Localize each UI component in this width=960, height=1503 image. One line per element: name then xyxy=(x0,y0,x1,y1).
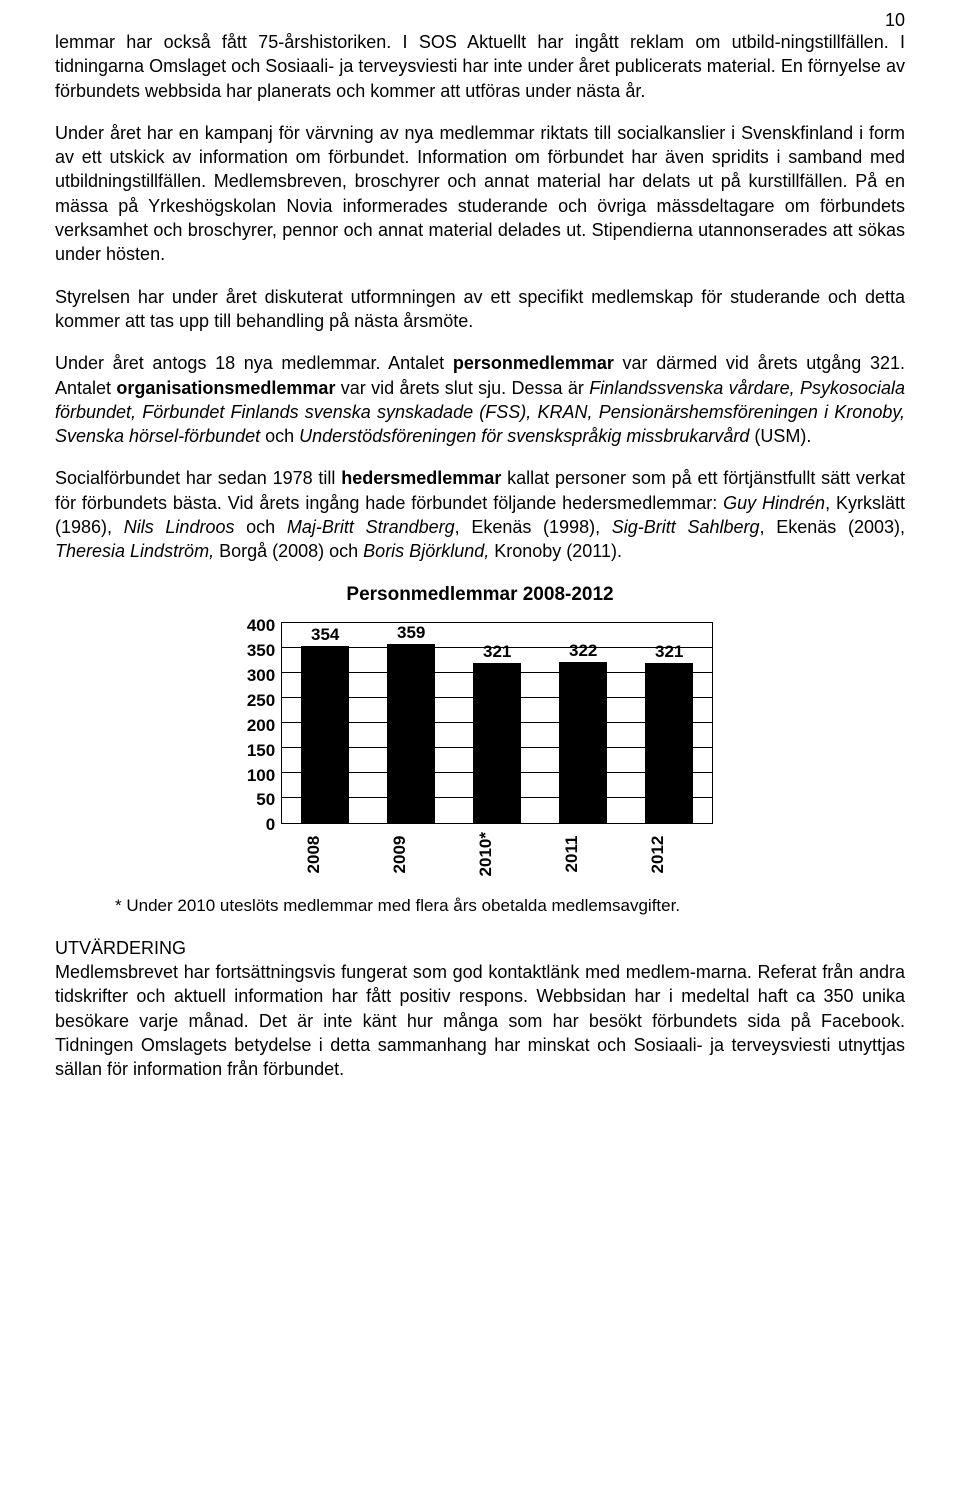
page-number: 10 xyxy=(885,8,905,32)
bar-slot: 321 xyxy=(645,663,693,824)
chart-footnote: * Under 2010 uteslöts medlemmar med fler… xyxy=(115,895,905,918)
bar xyxy=(559,662,607,823)
plot-area: 354 359 321 322 321 xyxy=(281,622,713,824)
bar-value-label: 322 xyxy=(543,640,623,663)
text-italic: Understödsföreningen för svenskspråkig m… xyxy=(299,426,749,446)
body-paragraph: Styrelsen har under året diskuterat utfo… xyxy=(55,285,905,334)
body-paragraph: lemmar har också fått 75-årshistoriken. … xyxy=(55,30,905,103)
text-run: , Ekenäs (2003), xyxy=(760,517,905,537)
bar-value-label: 359 xyxy=(371,622,451,645)
text-run: Socialförbundet har sedan 1978 till xyxy=(55,468,341,488)
y-axis: 400 350 300 250 200 150 100 50 0 xyxy=(247,617,281,833)
text-run: och xyxy=(234,517,286,537)
text-italic: Maj-Britt Strandberg xyxy=(287,517,455,537)
text-run: Under året antogs 18 nya medlemmar. Anta… xyxy=(55,353,453,373)
gridline xyxy=(282,647,712,648)
x-tick-label: 2012 xyxy=(647,832,695,876)
body-paragraph: Under året antogs 18 nya medlemmar. Anta… xyxy=(55,351,905,448)
bar xyxy=(473,663,521,824)
text-italic: Guy Hindrén xyxy=(723,493,825,513)
text-italic: Boris Björklund, xyxy=(363,541,494,561)
text-run: var vid årets slut sju. Dessa är xyxy=(335,378,589,398)
body-paragraph: Under året har en kampanj för värvning a… xyxy=(55,121,905,267)
y-tick-label: 300 xyxy=(247,667,281,684)
text-bold: hedersmedlemmar xyxy=(341,468,501,488)
y-tick-label: 150 xyxy=(247,742,281,759)
text-italic: Nils Lindroos xyxy=(124,517,235,537)
y-tick-label: 200 xyxy=(247,717,281,734)
y-tick-label: 250 xyxy=(247,692,281,709)
y-tick-label: 0 xyxy=(266,816,281,833)
chart-container: 400 350 300 250 200 150 100 50 0 354 359 321 322 321… xyxy=(55,617,905,876)
body-paragraph: Socialförbundet har sedan 1978 till hede… xyxy=(55,466,905,563)
chart-title: Personmedlemmar 2008-2012 xyxy=(55,582,905,608)
plot-row: 400350300250200150100500 354359321322321 xyxy=(247,617,713,824)
bar-value-label: 321 xyxy=(457,641,537,664)
document-page: 10 lemmar har också fått 75-årshistorike… xyxy=(0,0,960,1121)
bar-slot: 321 xyxy=(473,663,521,824)
text-run: (USM). xyxy=(749,426,811,446)
gridline xyxy=(282,747,712,748)
text-italic: Theresia Lindström, xyxy=(55,541,214,561)
body-paragraph: UTVÄRDERING Medlemsbrevet har fortsättni… xyxy=(55,936,905,1082)
text-run: Borgå (2008) och xyxy=(214,541,363,561)
gridline xyxy=(282,672,712,673)
x-tick-label: 2010* xyxy=(475,832,523,876)
y-tick-label: 100 xyxy=(247,767,281,784)
y-tick-label: 400 xyxy=(247,617,281,634)
text-bold: organisationsmedlemmar xyxy=(116,378,335,398)
gridline xyxy=(282,722,712,723)
bar-value-label: 354 xyxy=(285,624,365,647)
gridline xyxy=(282,697,712,698)
y-tick-label: 50 xyxy=(256,791,281,808)
y-tick-label: 350 xyxy=(247,642,281,659)
bar-value-label: 321 xyxy=(629,641,709,664)
x-tick-label: 2008 xyxy=(303,832,351,876)
text-run: Kronoby (2011). xyxy=(494,541,622,561)
x-axis: 2008 2009 2010* 2011 2012 xyxy=(284,832,714,876)
x-tick-label: 2011 xyxy=(561,832,609,876)
bar-chart: 400 350 300 250 200 150 100 50 0 354 359 321 322 321… xyxy=(246,617,714,876)
text-run: och xyxy=(260,426,299,446)
section-heading: UTVÄRDERING xyxy=(55,938,186,958)
text-italic: Sig-Britt Sahlberg xyxy=(612,517,760,537)
x-tick-label: 2009 xyxy=(389,832,437,876)
bars-group: 354 359 321 322 321 xyxy=(282,623,712,823)
text-bold: personmedlemmar xyxy=(453,353,614,373)
bar xyxy=(645,663,693,824)
text-run: , Ekenäs (1998), xyxy=(455,517,612,537)
bar-slot: 322 xyxy=(559,662,607,823)
gridline xyxy=(282,772,712,773)
gridline xyxy=(282,797,712,798)
text-run: Medlemsbrevet har fortsättningsvis funge… xyxy=(55,962,905,1079)
